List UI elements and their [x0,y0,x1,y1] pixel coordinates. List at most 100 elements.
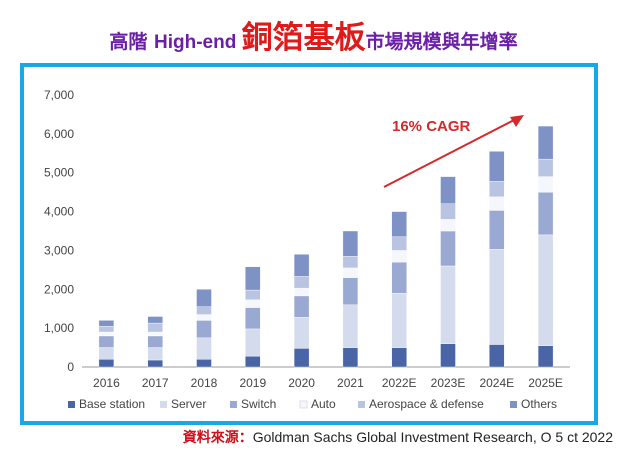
legend-swatch [160,401,167,408]
bar-stack-2016 [98,320,115,368]
bar-stack-2019 [245,266,261,368]
x-axis-tick-labels: 2016 2017 2018 2019 2020 2021 2022E 2023E 2024E 2… [93,376,563,390]
legend-swatch [358,401,365,408]
legend-label: Switch [241,397,276,411]
bar-segment-aerospace-defense [147,322,163,333]
bar-segment-aerospace-defense [440,203,456,220]
x-tick-label: 2016 [93,376,120,390]
legend-label: Others [521,397,557,411]
legend-item-base-station: Base station [68,397,145,411]
bar-segment-aerospace-defense [293,276,310,289]
legend-swatch [299,400,308,409]
y-tick-label: 6,000 [44,127,74,141]
bar-segment-base-station [245,355,261,368]
title-part-2: High-end [154,32,242,53]
bar-segment-auto [537,176,554,193]
x-tick-label: 2017 [142,376,169,390]
bar-segment-server [489,249,505,345]
bar-segment-auto [196,314,212,321]
bar-segment-base-station [440,343,456,368]
bar-segment-auto [293,287,310,297]
bar-segment-base-station [489,344,505,368]
legend-item-auto: Auto [299,397,336,411]
chart-title: 高階 High-end 銅箔基板市場規模與年增率 [0,12,627,57]
bar-stack-2021 [342,230,359,368]
bar-segment-others [537,125,554,160]
bar-segment-server [196,337,212,360]
bar-segment-auto [440,219,456,232]
bar-segment-switch [440,230,456,267]
y-tick-label: 5,000 [44,166,74,180]
bar-segment-others [440,176,456,204]
bar-segment-aerospace-defense [537,158,554,177]
bar-stack-2017 [147,316,163,368]
bar-segment-server [342,304,359,348]
bar-segment-switch [245,307,261,330]
title-part-1: 高階 [109,31,154,53]
bar-segment-others [293,254,310,277]
title-highlight: 銅箔基板 [241,20,366,56]
bar-segment-aerospace-defense [196,306,212,315]
bar-segment-aerospace-defense [342,256,359,269]
bar-segment-auto [147,331,163,337]
bar-segment-server [245,328,261,357]
legend-swatch [510,401,517,408]
x-tick-label: 2024E [479,376,514,390]
bar-segment-aerospace-defense [391,236,407,251]
y-tick-label: 4,000 [44,205,74,219]
bar-stack-2020 [293,254,310,368]
bar-segment-switch [537,191,554,236]
bar-segment-server [98,347,115,360]
bar-segment-base-station [147,359,163,368]
y-tick-label: 3,000 [44,243,74,257]
legend-item-server: Server [160,397,206,411]
stacked-bar-chart: 0 1,000 2,000 3,000 4,000 5,000 6,000 7,000 201… [44,88,570,411]
bar-stack-2025E [537,125,554,368]
cagr-label: 16% CAGR [392,118,471,135]
source-label: 資料來源： [182,430,253,446]
y-tick-label: 2,000 [44,282,74,296]
y-tick-label: 1,000 [44,321,74,335]
legend-swatch [68,401,75,408]
x-tick-label: 2023E [431,376,466,390]
y-tick-label: 7,000 [44,88,74,102]
bar-stack-2024E [489,151,505,368]
bar-segment-server [440,265,456,344]
legend-label: Auto [311,397,336,411]
source-text: Goldman Sachs Global Investment Research… [252,429,613,445]
bar-segment-server [147,347,163,361]
bar-segment-server [537,234,554,346]
bar-segment-others [196,289,212,307]
x-tick-label: 2019 [239,376,266,390]
cagr-arrow-line [383,118,517,188]
bar-segment-base-station [537,345,554,368]
bar-segment-auto [245,299,261,308]
legend-item-aerospace-defense: Aerospace & defense [358,397,484,411]
bar-stack-2018 [196,289,212,368]
bar-segment-others [147,316,163,324]
y-axis-tick-labels: 0 1,000 2,000 3,000 4,000 5,000 6,000 7,000 [44,88,74,374]
legend-swatch [230,401,237,408]
bar-segment-switch [98,335,115,348]
x-tick-label: 2021 [337,376,364,390]
bar-segment-base-station [293,348,310,368]
y-tick-label: 0 [67,360,74,374]
legend-label: Aerospace & defense [369,397,484,411]
x-tick-label: 2018 [191,376,218,390]
bar-segment-auto [98,331,115,337]
legend-item-switch: Switch [230,397,276,411]
bar-segment-others [245,266,261,291]
title-part-4: 市場規模與年增率 [365,31,518,53]
bar-segment-aerospace-defense [245,289,261,300]
bar-segment-others [391,211,407,238]
x-tick-label: 2022E [382,376,417,390]
bar-segment-auto [391,250,407,263]
legend-item-others: Others [510,397,557,411]
source-citation: 資料來源：Goldman Sachs Global Investment Res… [183,427,613,447]
x-tick-label: 2025E [528,376,563,390]
cagr-arrow: 16% CAGR [383,115,524,188]
bar-stacks [98,125,554,368]
bar-segment-auto [489,196,505,211]
bar-segment-base-station [342,347,359,368]
bar-segment-switch [489,210,505,250]
